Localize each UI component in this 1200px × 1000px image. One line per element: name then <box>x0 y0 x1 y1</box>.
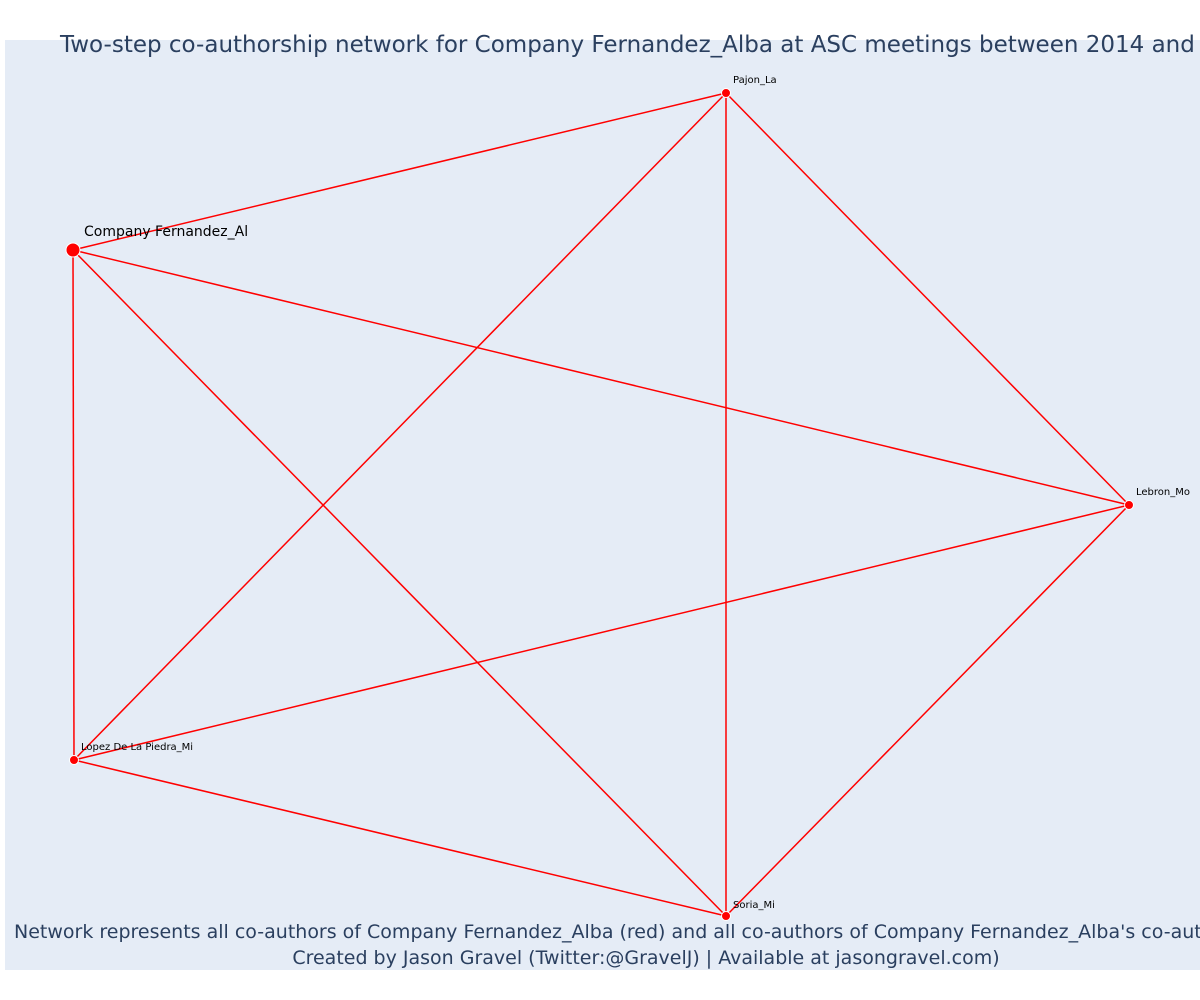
node-label: Lopez De La Piedra_Mi <box>81 742 193 753</box>
footer-line: Network represents all co-authors of Com… <box>14 921 1200 943</box>
edge <box>725 504 1130 917</box>
node <box>721 88 731 98</box>
node <box>1124 500 1134 510</box>
edge <box>72 92 727 251</box>
node-label: Lebron_Mo <box>1136 487 1190 498</box>
edge <box>72 249 727 917</box>
node-label: Company Fernandez_Al <box>84 224 248 240</box>
edge <box>73 92 727 761</box>
node-label: Pajon_La <box>733 75 777 86</box>
edge <box>72 249 75 761</box>
title: Two-step co-authorship network for Compa… <box>59 32 1195 58</box>
edge <box>725 92 1130 506</box>
node <box>69 755 79 765</box>
nodes: Company Fernandez_Al Pajon_La Lebron_Mo Sor… <box>65 75 1190 921</box>
edge <box>73 759 727 917</box>
edge <box>73 504 1130 761</box>
edges <box>72 92 1130 917</box>
node-label: Soria_Mi <box>733 900 775 911</box>
plot-background <box>5 40 1200 970</box>
footer-line: Created by Jason Gravel (Twitter:@Gravel… <box>292 947 999 969</box>
node <box>721 911 731 921</box>
node <box>65 242 81 258</box>
edge <box>72 249 1130 506</box>
